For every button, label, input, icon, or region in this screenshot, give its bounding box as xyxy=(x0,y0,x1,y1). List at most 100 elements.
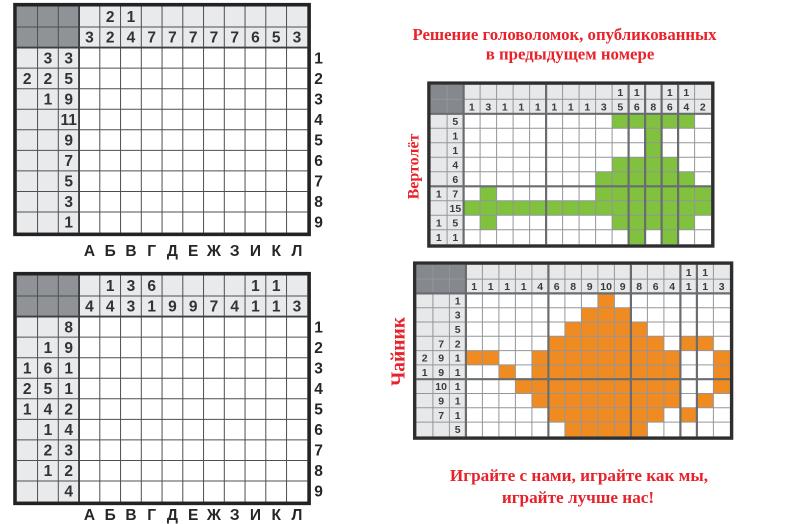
svg-text:Ж: Ж xyxy=(206,243,222,260)
svg-text:1: 1 xyxy=(436,188,442,200)
svg-text:5: 5 xyxy=(272,30,281,47)
svg-text:1: 1 xyxy=(686,281,692,293)
svg-text:3: 3 xyxy=(719,281,725,293)
svg-text:1: 1 xyxy=(23,401,32,418)
svg-text:7: 7 xyxy=(210,30,219,47)
svg-text:2: 2 xyxy=(106,30,115,47)
svg-text:8: 8 xyxy=(650,101,656,113)
svg-text:В: В xyxy=(125,507,136,524)
svg-text:10: 10 xyxy=(600,281,612,293)
svg-text:1: 1 xyxy=(44,422,53,439)
svg-text:9: 9 xyxy=(620,281,626,293)
svg-text:1: 1 xyxy=(455,367,461,379)
svg-text:4: 4 xyxy=(537,281,543,293)
svg-text:Играйте с нами, играйте как мы: Играйте с нами, играйте как мы, xyxy=(450,466,708,485)
svg-text:4: 4 xyxy=(44,401,53,418)
svg-text:1: 1 xyxy=(568,101,574,113)
svg-text:Е: Е xyxy=(188,243,198,260)
svg-text:2: 2 xyxy=(23,381,32,398)
svg-text:1: 1 xyxy=(147,299,156,316)
svg-text:4: 4 xyxy=(669,281,675,293)
svg-text:1: 1 xyxy=(455,395,461,407)
svg-text:9: 9 xyxy=(587,281,593,293)
svg-text:9: 9 xyxy=(438,353,444,365)
svg-text:7: 7 xyxy=(64,153,73,170)
svg-text:6: 6 xyxy=(147,278,156,295)
svg-text:2: 2 xyxy=(314,340,323,357)
svg-text:1: 1 xyxy=(617,87,623,99)
svg-text:1: 1 xyxy=(502,101,508,113)
svg-text:Г: Г xyxy=(147,507,156,524)
svg-text:1: 1 xyxy=(551,101,557,113)
svg-text:5: 5 xyxy=(314,401,323,418)
svg-text:5: 5 xyxy=(44,381,53,398)
svg-text:4: 4 xyxy=(127,30,136,47)
svg-text:3: 3 xyxy=(455,310,461,322)
svg-text:6: 6 xyxy=(554,281,560,293)
svg-text:6: 6 xyxy=(314,153,323,170)
svg-text:15: 15 xyxy=(450,203,462,215)
svg-text:в предыдущем номере: в предыдущем номере xyxy=(486,45,655,64)
svg-text:2: 2 xyxy=(44,443,53,460)
svg-text:2: 2 xyxy=(23,71,32,88)
svg-text:10: 10 xyxy=(435,381,447,393)
svg-text:1: 1 xyxy=(452,130,458,142)
svg-text:6: 6 xyxy=(653,281,659,293)
svg-text:7: 7 xyxy=(147,30,156,47)
svg-text:Д: Д xyxy=(167,243,178,260)
svg-text:1: 1 xyxy=(127,9,136,26)
svg-text:И: И xyxy=(250,507,261,524)
svg-text:Л: Л xyxy=(291,507,302,524)
svg-text:4: 4 xyxy=(314,381,323,398)
svg-text:Ж: Ж xyxy=(206,507,222,524)
svg-text:Л: Л xyxy=(291,243,302,260)
svg-text:4: 4 xyxy=(85,299,94,316)
svg-text:3: 3 xyxy=(64,50,73,67)
svg-text:9: 9 xyxy=(314,484,323,501)
svg-text:А: А xyxy=(84,507,95,524)
svg-text:3: 3 xyxy=(293,299,302,316)
svg-text:8: 8 xyxy=(570,281,576,293)
svg-text:1: 1 xyxy=(683,87,689,99)
svg-text:5: 5 xyxy=(314,132,323,149)
svg-text:4: 4 xyxy=(106,299,115,316)
svg-text:2: 2 xyxy=(422,353,428,365)
svg-text:Д: Д xyxy=(167,507,178,524)
svg-text:1: 1 xyxy=(455,410,461,422)
svg-text:3: 3 xyxy=(485,101,491,113)
svg-text:6: 6 xyxy=(667,101,673,113)
svg-text:1: 1 xyxy=(251,278,260,295)
svg-text:1: 1 xyxy=(471,281,477,293)
svg-text:7: 7 xyxy=(438,410,444,422)
svg-text:2: 2 xyxy=(106,9,115,26)
svg-text:7: 7 xyxy=(168,30,177,47)
svg-text:8: 8 xyxy=(314,194,323,211)
svg-text:3: 3 xyxy=(314,360,323,377)
svg-text:Б: Б xyxy=(105,243,116,260)
svg-text:3: 3 xyxy=(314,91,323,108)
svg-text:играйте лучше нас!: играйте лучше нас! xyxy=(502,488,654,507)
svg-text:9: 9 xyxy=(168,299,177,316)
svg-text:И: И xyxy=(250,243,261,260)
svg-text:7: 7 xyxy=(230,30,239,47)
svg-text:7: 7 xyxy=(314,174,323,191)
svg-text:4: 4 xyxy=(683,101,689,113)
svg-text:5: 5 xyxy=(455,424,461,436)
svg-text:9: 9 xyxy=(64,132,73,149)
svg-text:1: 1 xyxy=(64,381,73,398)
svg-text:1: 1 xyxy=(436,217,442,229)
svg-text:2: 2 xyxy=(314,71,323,88)
svg-text:1: 1 xyxy=(23,360,32,377)
svg-text:7: 7 xyxy=(210,299,219,316)
svg-text:1: 1 xyxy=(436,232,442,244)
svg-text:7: 7 xyxy=(314,443,323,460)
svg-text:4: 4 xyxy=(230,299,239,316)
svg-text:9: 9 xyxy=(314,215,323,232)
svg-text:2: 2 xyxy=(700,101,706,113)
svg-text:5: 5 xyxy=(455,324,461,336)
svg-text:З: З xyxy=(230,507,240,524)
svg-text:7: 7 xyxy=(189,30,198,47)
svg-text:6: 6 xyxy=(314,422,323,439)
svg-text:1: 1 xyxy=(272,299,281,316)
svg-text:1: 1 xyxy=(455,295,461,307)
